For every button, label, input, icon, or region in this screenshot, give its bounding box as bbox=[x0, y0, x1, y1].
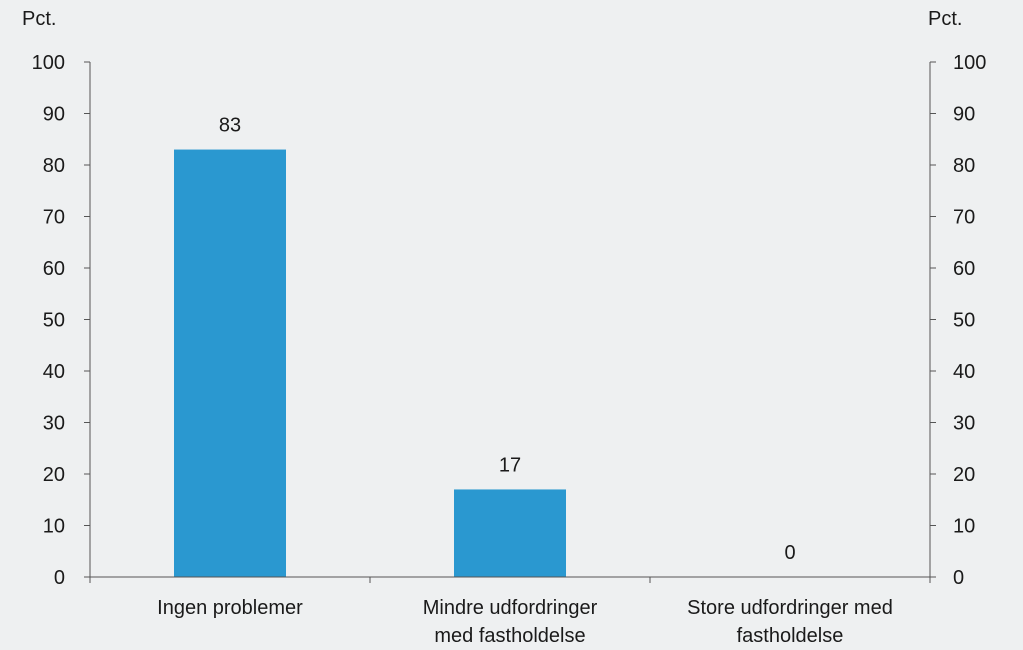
right-tick-label: 10 bbox=[953, 516, 975, 538]
right-tick-label: 20 bbox=[953, 464, 975, 486]
left-tick-label: 90 bbox=[43, 104, 65, 126]
left-tick-label: 80 bbox=[43, 155, 65, 177]
right-y-axis: 0 10 20 30 40 50 60 70 80 90 100 bbox=[929, 52, 986, 589]
right-tick-label: 60 bbox=[953, 258, 975, 280]
bar-data-label: 17 bbox=[499, 454, 521, 476]
left-tick-label: 10 bbox=[43, 516, 65, 538]
left-tick-label: 40 bbox=[43, 361, 65, 383]
bars-group bbox=[174, 149, 566, 578]
right-tick-label: 30 bbox=[953, 413, 975, 435]
right-tick-label: 40 bbox=[953, 361, 975, 383]
left-tick-label: 30 bbox=[43, 413, 65, 435]
x-axis: Ingen problemer Mindre udfordringer med fa… bbox=[89, 576, 931, 647]
category-label: med fastholdelse bbox=[434, 625, 585, 647]
category-label: Store udfordringer med bbox=[687, 597, 893, 619]
left-tick-label: 60 bbox=[43, 258, 65, 280]
left-axis-unit-label: Pct. bbox=[22, 8, 56, 30]
right-tick-label: 70 bbox=[953, 207, 975, 229]
left-tick-label: 20 bbox=[43, 464, 65, 486]
left-tick-label: 50 bbox=[43, 310, 65, 332]
right-tick-label: 0 bbox=[953, 567, 964, 589]
right-tick-label: 100 bbox=[953, 52, 986, 74]
bar bbox=[454, 489, 566, 577]
right-tick-label: 50 bbox=[953, 310, 975, 332]
left-tick-label: 0 bbox=[54, 567, 65, 589]
right-axis-unit-label: Pct. bbox=[928, 8, 962, 30]
bar-data-label: 0 bbox=[784, 542, 795, 564]
category-label: Ingen problemer bbox=[157, 597, 303, 619]
bar-data-label: 83 bbox=[219, 115, 241, 137]
left-y-axis: 0 10 20 30 40 50 60 70 80 90 100 bbox=[32, 52, 91, 589]
bar bbox=[174, 149, 286, 578]
data-labels-group: 83 17 0 bbox=[219, 115, 796, 564]
category-label: fastholdelse bbox=[737, 625, 844, 647]
right-tick-label: 90 bbox=[953, 104, 975, 126]
right-tick-label: 80 bbox=[953, 155, 975, 177]
category-label: Mindre udfordringer bbox=[423, 597, 598, 619]
left-tick-label: 70 bbox=[43, 207, 65, 229]
left-tick-label: 100 bbox=[32, 52, 65, 74]
